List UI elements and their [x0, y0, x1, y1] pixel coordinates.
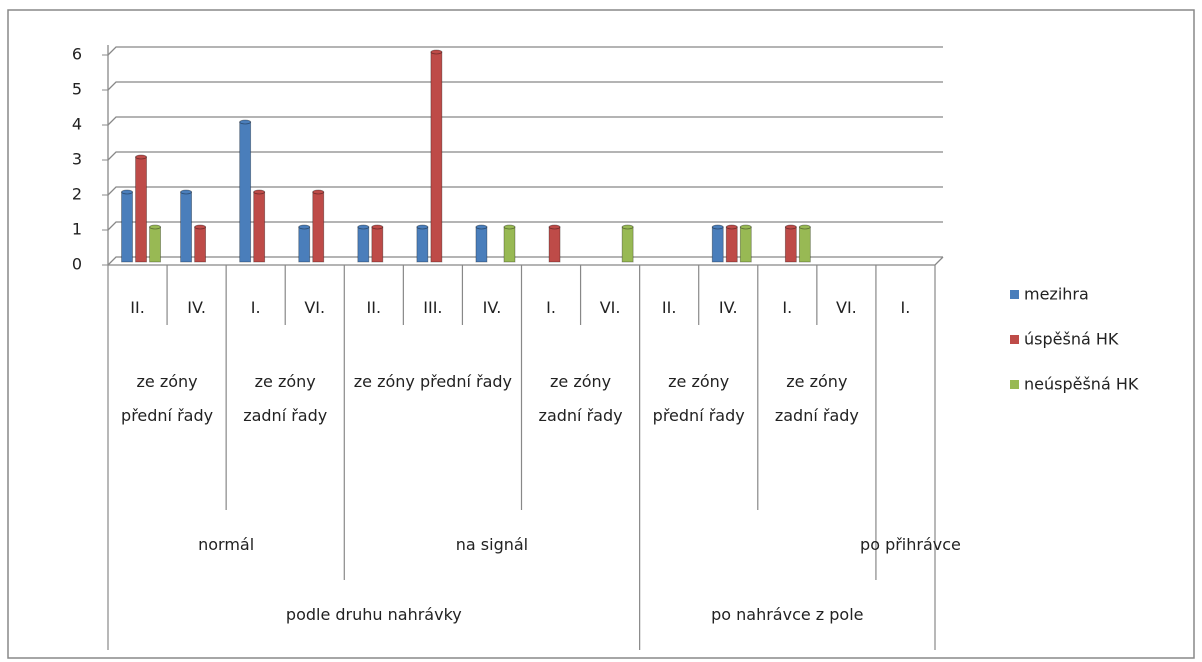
category-label: po přihrávce	[860, 535, 961, 554]
bar-top	[312, 189, 325, 195]
bar-top	[621, 224, 634, 230]
category-label: I.	[782, 298, 793, 317]
bar	[621, 226, 634, 263]
category-label: I.	[546, 298, 556, 317]
bar-top	[548, 224, 561, 230]
bar-top	[416, 224, 429, 230]
bar-top	[239, 119, 252, 125]
category-label: ze zóny přední řady	[353, 372, 513, 391]
bar	[239, 121, 252, 263]
bar	[548, 226, 561, 263]
bar-top	[475, 224, 488, 230]
bar-top	[371, 224, 384, 230]
bar-top	[121, 189, 133, 195]
legend-swatch	[1010, 380, 1019, 389]
bar-top	[430, 49, 443, 55]
y-tick-label: 0	[72, 255, 82, 274]
bar-top	[503, 224, 516, 230]
grid-line	[107, 81, 943, 91]
bar	[121, 191, 133, 263]
bar	[739, 226, 752, 263]
y-tick-label: 4	[72, 115, 82, 134]
category-label: ze zóny zadní řady	[774, 372, 859, 425]
bar-top	[711, 224, 724, 230]
category-label: ze zóny přední řady	[121, 372, 214, 425]
category-label: VI.	[836, 298, 857, 317]
bar	[371, 226, 384, 263]
bar	[357, 226, 370, 263]
bar-top	[725, 224, 738, 230]
bar	[784, 226, 797, 263]
bar-top	[784, 224, 797, 230]
legend-swatch	[1010, 335, 1019, 344]
bar	[725, 226, 738, 263]
y-tick-label: 1	[72, 220, 82, 239]
category-label: podle druhu nahrávky	[285, 605, 462, 624]
y-tick-label: 2	[72, 185, 82, 204]
floor	[108, 256, 944, 266]
category-label: ze zóny zadní řady	[538, 372, 623, 425]
category-label: VI.	[599, 298, 621, 317]
legend-label: mezihra	[1024, 285, 1089, 304]
bar	[194, 226, 207, 263]
grid-line	[107, 46, 943, 56]
category-label: IV.	[482, 298, 502, 317]
category-label: na signál	[455, 535, 529, 554]
category-label: ze zóny zadní řady	[243, 372, 328, 425]
category-label: III.	[423, 298, 443, 317]
bar	[135, 156, 147, 263]
category-label: II.	[366, 298, 382, 317]
category-label: VI.	[304, 298, 326, 317]
bar	[430, 51, 443, 263]
bar	[798, 226, 811, 263]
category-label: IV.	[718, 298, 738, 317]
bar	[503, 226, 516, 263]
category-label: po nahrávce z pole	[711, 605, 864, 624]
bar	[149, 226, 161, 263]
category-label: II.	[130, 298, 145, 317]
category-label: IV.	[187, 298, 206, 317]
category-label: II.	[661, 298, 677, 317]
bar	[312, 191, 325, 263]
bar	[711, 226, 724, 263]
bar-top	[298, 224, 311, 230]
y-tick-label: 3	[72, 150, 82, 169]
grid-line	[107, 256, 943, 266]
category-label: I.	[250, 298, 261, 317]
bar	[416, 226, 429, 263]
category-label: I.	[900, 298, 911, 317]
bar-top	[180, 189, 192, 195]
bar	[253, 191, 266, 263]
y-tick-label: 5	[72, 80, 82, 99]
bar-top	[135, 154, 147, 160]
grid-line	[107, 186, 943, 196]
bar-top	[798, 224, 811, 230]
grid-line	[107, 221, 943, 231]
bar-top	[149, 224, 161, 230]
grid-line	[107, 151, 943, 161]
frame	[7, 9, 1195, 659]
bar-top	[253, 189, 266, 195]
legend-label: úspěšná HK	[1024, 330, 1119, 349]
category-label: ze zóny přední řady	[652, 372, 745, 425]
bar-top	[739, 224, 752, 230]
y-tick-label: 6	[72, 45, 82, 64]
bar	[475, 226, 488, 263]
legend-label: neúspěšná HK	[1024, 375, 1139, 394]
category-label: normál	[198, 535, 255, 554]
bar-top	[357, 224, 370, 230]
bar	[298, 226, 311, 263]
bar	[180, 191, 192, 263]
grid-line	[107, 116, 943, 126]
bar-top	[194, 224, 207, 230]
legend-swatch	[1010, 290, 1019, 299]
